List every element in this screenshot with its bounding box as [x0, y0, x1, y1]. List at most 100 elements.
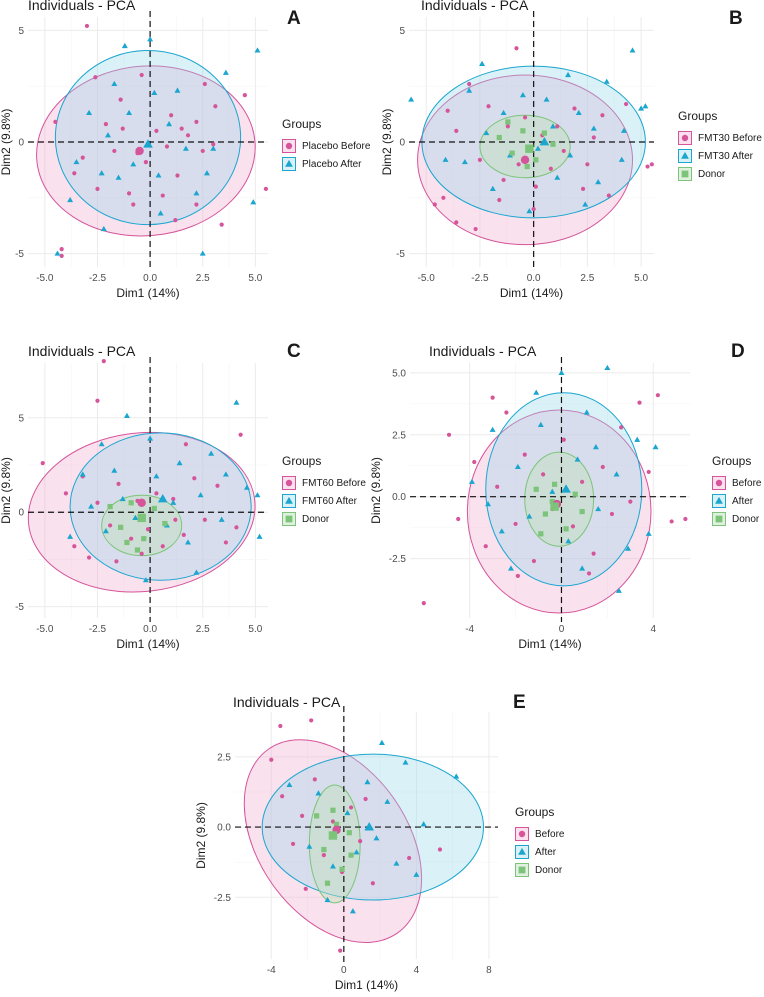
data-point-after — [121, 42, 128, 49]
data-point-after — [533, 389, 540, 395]
data-point-before — [456, 516, 461, 522]
panel-letter: B — [729, 8, 743, 29]
data-point-before — [185, 133, 191, 138]
data-point-after — [170, 499, 177, 505]
data-point-after — [384, 798, 391, 804]
data-point-after — [604, 364, 611, 371]
donor-legend-marker — [715, 515, 723, 523]
data-point-after — [514, 463, 521, 470]
centroid-donor — [328, 831, 338, 840]
data-point-after — [115, 174, 122, 180]
before-legend-marker — [681, 134, 689, 142]
data-point-after — [534, 145, 541, 151]
data-point-after — [549, 488, 556, 494]
pca-plot: -5.0 -2.5 0.0 2.5 5.0 -5 0 5 Dim1 (14%) Dim2 (9.8… — [380, 11, 654, 300]
centroid-after — [364, 822, 375, 831]
data-point-before — [669, 519, 674, 524]
y-axis-label: Dim2 (9.8%) — [380, 109, 394, 176]
data-point-after — [483, 129, 490, 136]
data-point-after — [67, 533, 74, 539]
data-point-after — [199, 250, 206, 256]
panel-letter: E — [513, 692, 526, 713]
x-axis-label: Dim1 (14%) — [116, 286, 179, 300]
centroid-donor — [550, 502, 559, 511]
x-axis-label: Dim1 (14%) — [500, 286, 563, 300]
y-tick-label: 0 — [399, 138, 405, 149]
data-point-before — [649, 162, 654, 167]
legend-item: FMT60 Before — [282, 474, 366, 492]
data-point-before — [454, 128, 459, 133]
pca-panel-b: Individuals - PCA B -5.0 -2.5 0.0 2.5 5.0 -5 0… — [380, 0, 764, 325]
data-point-before — [59, 253, 64, 258]
circle-icon — [712, 476, 726, 490]
legend-label: Before — [732, 477, 762, 489]
confidence-ellipse-donor — [524, 451, 595, 547]
data-point-before — [637, 400, 642, 405]
data-point-before — [120, 126, 125, 131]
data-point-donor — [538, 531, 544, 537]
pca-panel-a: Individuals - PCA A -5.0 -2.5 0.0 2.5 5.0 -5 0… — [0, 0, 380, 325]
data-point-before — [194, 202, 199, 207]
data-point-after — [634, 436, 641, 442]
confidence-ellipse-before — [36, 65, 256, 237]
after-marker-icon — [285, 496, 293, 504]
donor-legend-marker — [681, 170, 689, 178]
data-point-before — [514, 46, 519, 51]
legend-item: Donor — [678, 165, 762, 183]
before-legend-marker — [715, 479, 723, 487]
legend: Groups FMT60 Before FMT60 After Donor — [282, 454, 366, 528]
data-point-before — [619, 425, 624, 430]
x-tick-label: 5.0 — [248, 273, 262, 284]
pca-plot: -4 0 4 8 -2.5 0.0 2.5 Dim1 (14%) Dim2 (9.8%) — [194, 706, 498, 992]
data-point-before — [80, 155, 85, 160]
before-marker-icon — [518, 830, 526, 838]
data-point-after — [100, 225, 107, 232]
triangle-icon — [712, 494, 726, 508]
data-point-after — [565, 538, 572, 544]
donor-marker-icon — [518, 866, 526, 874]
data-point-after — [88, 503, 95, 509]
data-point-before — [86, 555, 92, 560]
legend-title: Groups — [678, 109, 718, 123]
data-point-donor — [314, 813, 320, 819]
data-point-before — [213, 104, 218, 109]
data-point-before — [531, 206, 536, 212]
legend: Groups Before After Donor — [515, 805, 564, 879]
legend-item: Donor — [282, 510, 366, 528]
data-point-after — [583, 409, 590, 415]
data-point-before — [173, 218, 178, 223]
data-point-before — [683, 516, 688, 522]
data-point-before — [586, 571, 592, 576]
x-tick-label: 0.0 — [143, 624, 157, 635]
data-point-after — [315, 790, 322, 796]
data-point-before — [40, 461, 45, 466]
data-point-donor — [533, 157, 539, 163]
legend-label: FMT30 Before — [698, 132, 762, 144]
data-point-after — [98, 170, 105, 176]
triangle-icon — [282, 494, 296, 508]
data-point-after — [413, 871, 420, 877]
data-point-before — [95, 186, 100, 191]
y-tick-label: -5 — [15, 602, 24, 613]
pca-plot: -4 0 4 -2.5 0.0 2.5 5.0 Dim1 (14%) Dim2 (9.8%) — [369, 357, 690, 651]
data-point-before — [95, 398, 100, 403]
data-point-before — [116, 481, 121, 486]
data-point-before — [370, 881, 375, 886]
after-legend-marker — [518, 847, 526, 855]
data-point-donor — [509, 150, 515, 156]
x-tick-label: 4 — [414, 965, 420, 976]
data-point-after — [243, 484, 250, 490]
data-point-after — [620, 127, 627, 133]
y-tick-label: 0.0 — [392, 492, 406, 503]
data-point-after — [142, 577, 149, 583]
data-point-donor — [339, 866, 345, 872]
data-point-before — [154, 491, 159, 496]
data-point-after — [574, 456, 581, 462]
data-point-after — [155, 172, 162, 178]
x-tick-label: 5.0 — [634, 273, 648, 284]
x-tick-label: 4 — [650, 624, 656, 635]
data-point-after — [378, 739, 385, 745]
data-point-after — [218, 516, 225, 522]
legend-label: FMT60 Before — [302, 477, 366, 489]
data-point-before — [202, 517, 207, 522]
